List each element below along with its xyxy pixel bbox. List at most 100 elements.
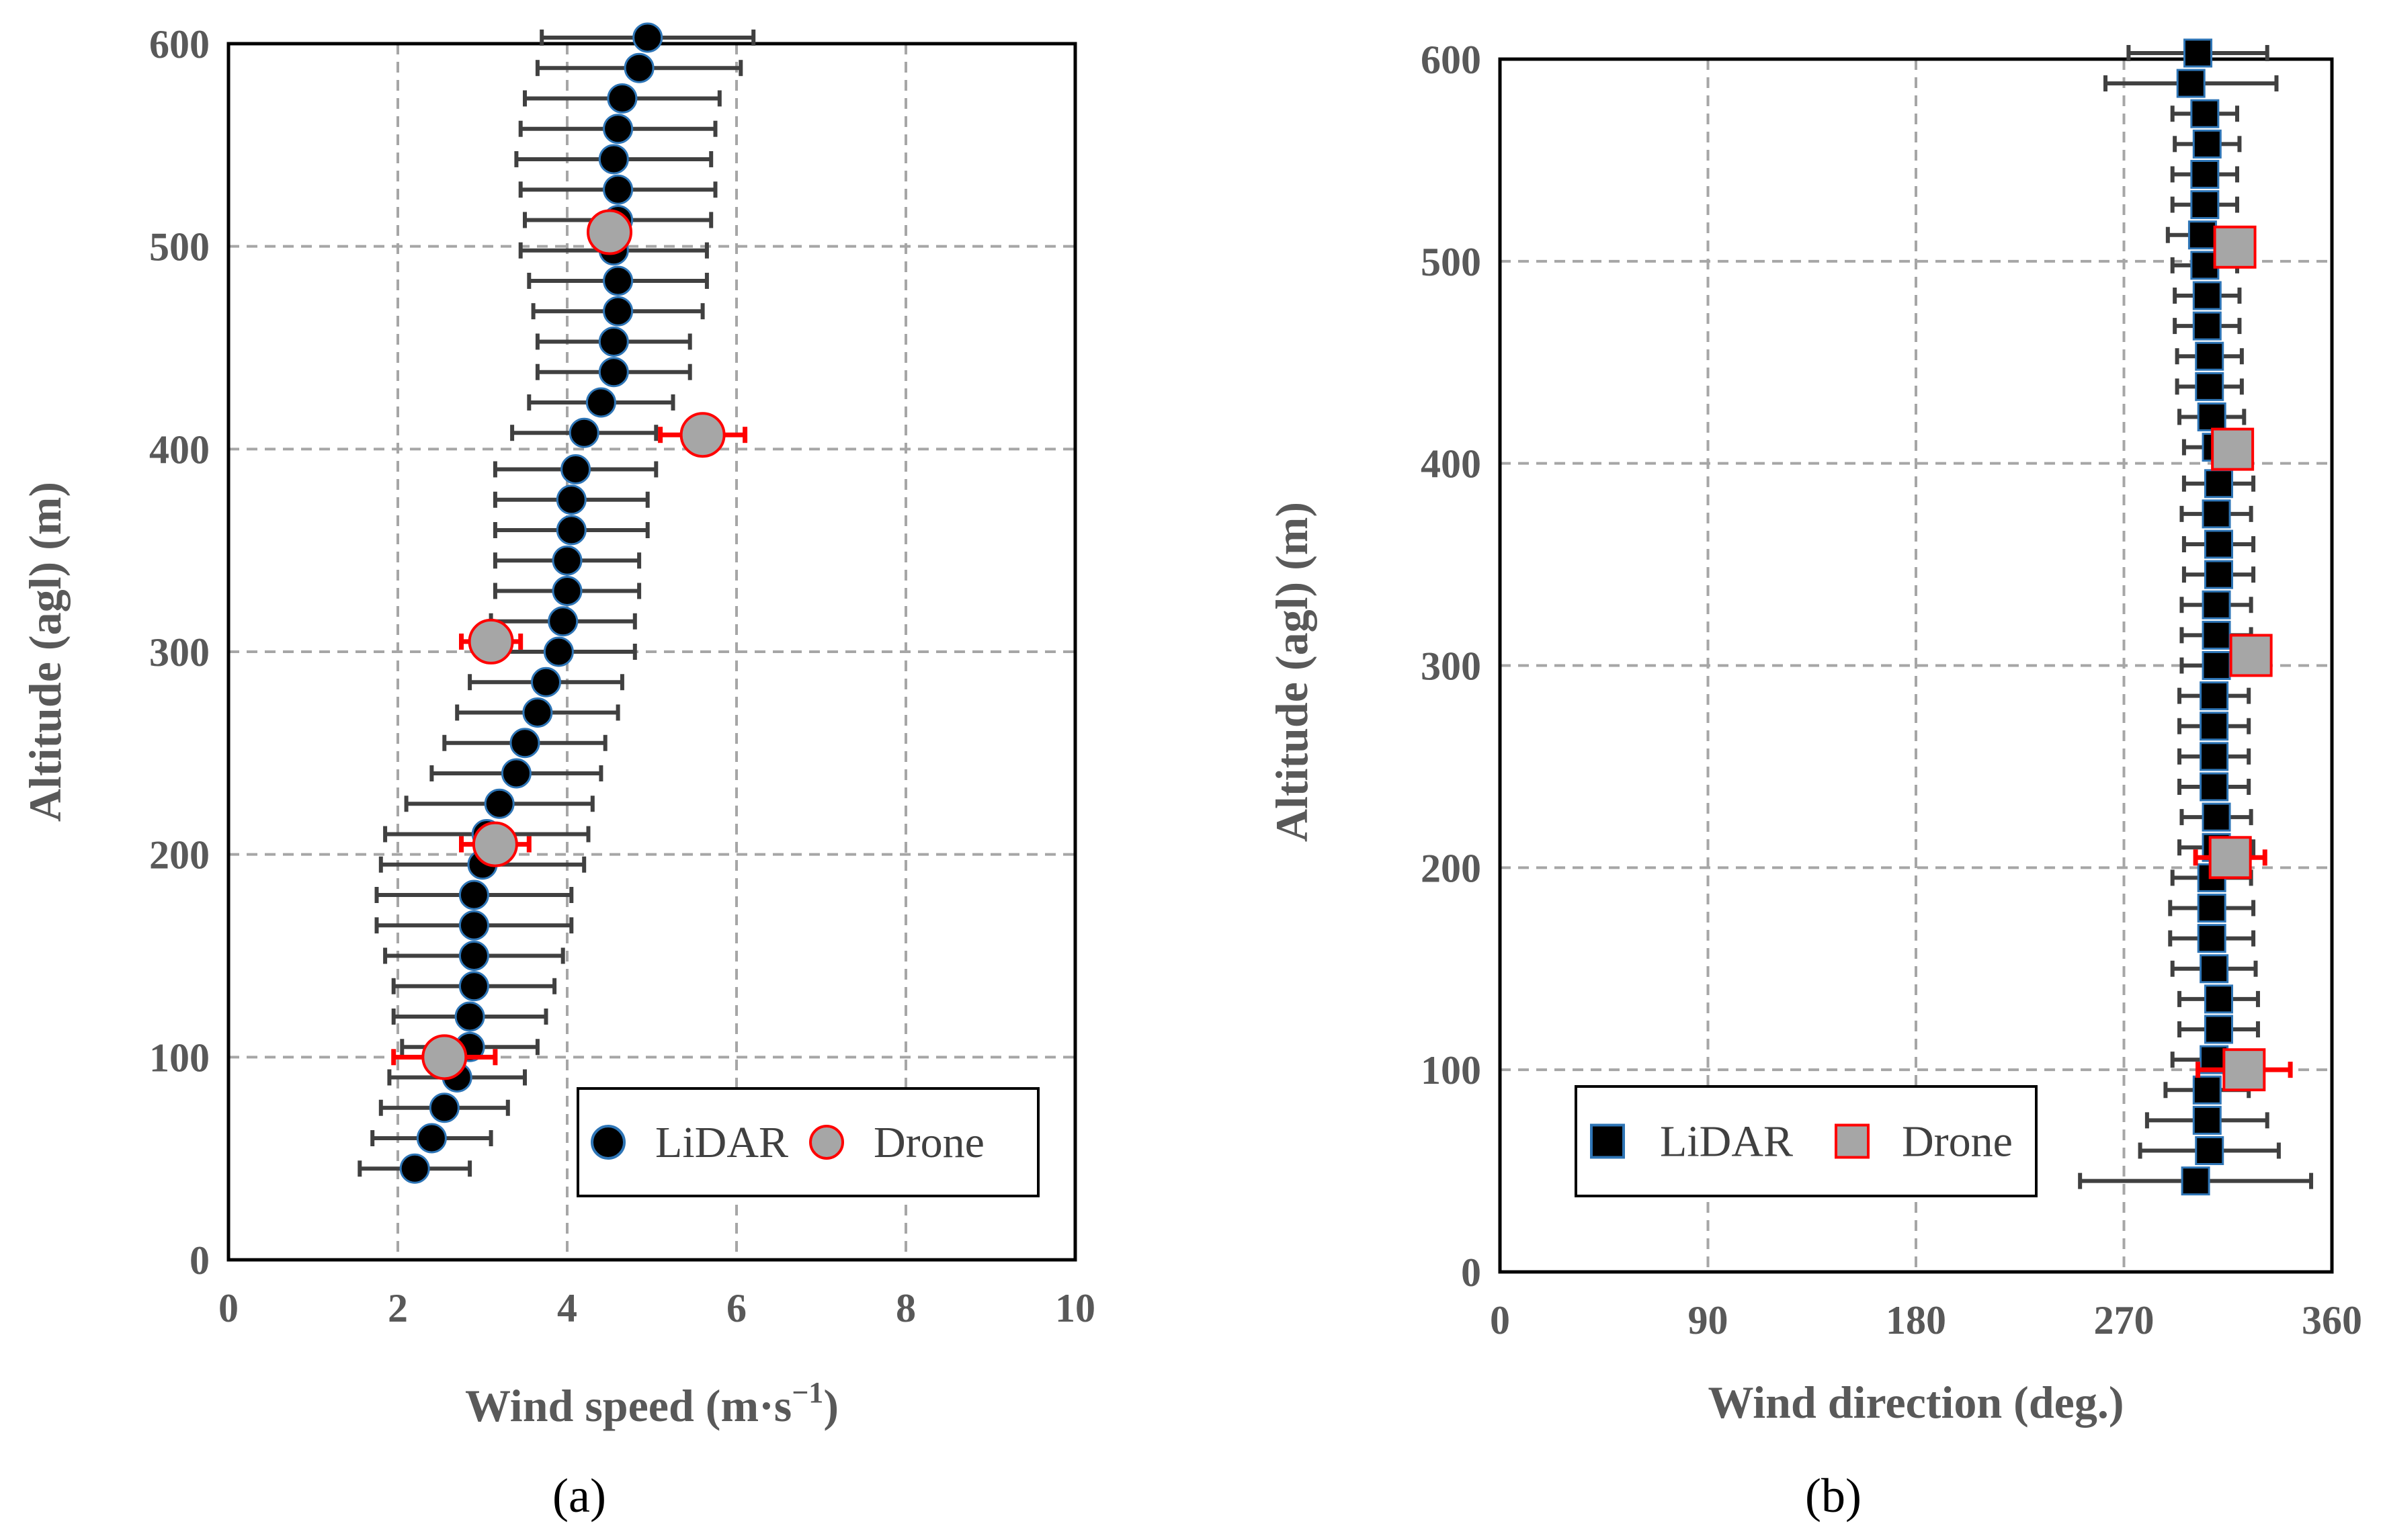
lidar-point	[603, 265, 634, 296]
x-tick-label: 4	[557, 1286, 577, 1330]
lidar-point	[2197, 402, 2226, 431]
lidar-point	[543, 636, 574, 667]
lidar-point	[458, 941, 489, 971]
lidar-point	[2202, 651, 2231, 680]
drone-point	[2222, 1048, 2266, 1092]
lidar-point	[2202, 590, 2231, 619]
lidar-point	[2195, 1136, 2224, 1165]
y-tick-label: 400	[1421, 442, 1481, 486]
legend-swatch-lidar	[1590, 1123, 1625, 1159]
lidar-point	[552, 576, 583, 606]
lidar-point	[569, 417, 599, 448]
y-axis-title: Altitude (agl) (m)	[1266, 502, 1317, 842]
lidar-point	[2190, 159, 2220, 189]
lidar-point	[624, 52, 655, 83]
x-axis-title: Wind direction (deg.)	[1708, 1377, 2124, 1428]
lidar-point	[416, 1123, 447, 1154]
lidar-point	[603, 296, 634, 327]
lidar-point	[598, 144, 629, 175]
plot-area	[1498, 57, 2334, 1274]
lidar-point	[632, 22, 663, 53]
y-tick-label: 100	[149, 1035, 210, 1080]
lidar-point	[2200, 954, 2229, 984]
x-tick-label: 6	[726, 1286, 747, 1330]
lidar-point	[2204, 560, 2233, 589]
lidar-point	[399, 1153, 430, 1184]
drone-point	[2208, 836, 2252, 880]
x-tick-label: 360	[2302, 1298, 2362, 1342]
panel-label: (a)	[552, 1469, 606, 1523]
y-tick-label: 600	[149, 22, 210, 67]
lidar-point	[2200, 681, 2229, 711]
lidar-point	[2192, 1105, 2222, 1135]
lidar-point	[458, 910, 489, 941]
lidar-point	[484, 788, 515, 819]
x-tick-label: 8	[896, 1286, 916, 1330]
lidar-point	[2187, 220, 2217, 250]
drone-point	[421, 1034, 468, 1080]
lidar-point	[603, 174, 634, 205]
lidar-point	[607, 83, 638, 114]
x-tick-label: 0	[1490, 1298, 1510, 1342]
y-tick-label: 200	[149, 833, 210, 878]
lidar-point	[598, 357, 629, 388]
lidar-point	[2204, 469, 2233, 499]
lidar-point	[2204, 529, 2233, 559]
lidar-point	[531, 667, 561, 697]
lidar-point	[598, 326, 629, 357]
lidar-point	[454, 1001, 485, 1032]
lidar-point	[509, 728, 540, 759]
lidar-point	[2202, 802, 2231, 832]
drone-point	[472, 821, 518, 867]
lidar-point	[2192, 311, 2222, 341]
x-tick-label: 270	[2094, 1298, 2155, 1342]
lidar-point	[2204, 1015, 2233, 1044]
legend-swatch-lidar	[591, 1125, 626, 1160]
lidar-point	[2197, 894, 2226, 923]
y-axis-title: Altitude (agl) (m)	[19, 482, 71, 822]
lidar-point	[2202, 620, 2231, 650]
legend-label-lidar: LiDAR	[655, 1118, 788, 1167]
legend: LiDAR Drone	[1575, 1085, 2038, 1197]
panel-label: (b)	[1805, 1469, 1862, 1523]
legend-swatch-drone	[1835, 1123, 1870, 1159]
lidar-point	[2190, 99, 2220, 128]
y-tick-label: 500	[1421, 240, 1481, 284]
lidar-point	[2192, 1075, 2222, 1105]
lidar-point	[2204, 984, 2233, 1014]
lidar-point	[585, 387, 616, 418]
lidar-point	[2183, 38, 2213, 68]
lidar-point	[603, 114, 634, 144]
lidar-point	[2195, 341, 2224, 371]
lidar-point	[2176, 69, 2206, 98]
lidar-point	[2200, 772, 2229, 802]
chart-panel-b: 0 90 180 270 360 0 100 200 300 400 500 600 Wind dire…	[1266, 38, 2362, 1523]
lidar-point	[556, 515, 587, 546]
legend-label-drone: Drone	[1902, 1117, 2013, 1166]
lidar-point	[458, 880, 489, 910]
lidar-point	[556, 484, 587, 515]
drone-point	[2211, 427, 2255, 471]
y-tick-label: 100	[1421, 1048, 1481, 1093]
y-tick-label: 0	[190, 1238, 210, 1283]
lidar-point	[560, 454, 591, 484]
drone-point	[468, 618, 514, 665]
x-axis-title: Wind speed (m·s−1)	[465, 1376, 839, 1431]
y-tick-label: 200	[1421, 846, 1481, 890]
drone-point	[2229, 634, 2273, 677]
lidar-point	[552, 545, 583, 576]
legend-label-lidar: LiDAR	[1660, 1117, 1793, 1166]
x-tick-label: 2	[388, 1286, 408, 1330]
lidar-point	[458, 971, 489, 1002]
y-tick-label: 400	[149, 427, 210, 472]
legend-label-drone: Drone	[874, 1118, 985, 1167]
lidar-point	[2195, 372, 2224, 401]
drone-point	[679, 412, 726, 458]
y-tick-label: 0	[1461, 1250, 1481, 1295]
lidar-point	[2192, 281, 2222, 310]
lidar-point	[429, 1093, 460, 1123]
y-tick-label: 600	[1421, 38, 1481, 82]
y-tick-label: 300	[1421, 644, 1481, 689]
